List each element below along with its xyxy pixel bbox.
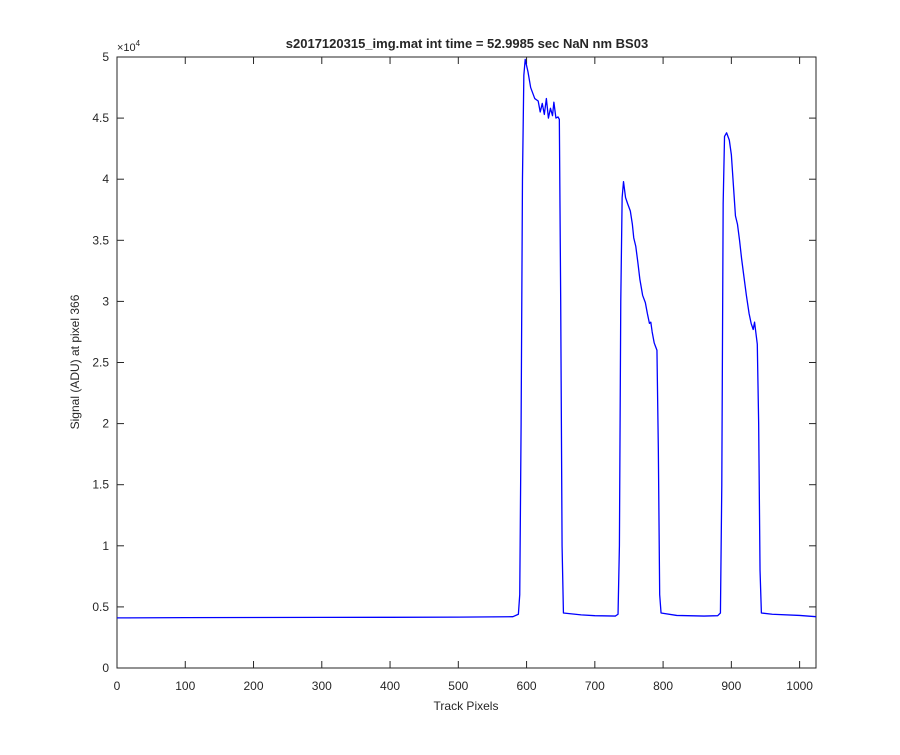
y-exponent-power: 4 — [136, 39, 141, 48]
axes: 0 100 200 300 400 500 600 700 800 900 1000 0 0.5 1 1.5… — [92, 50, 817, 693]
y-tick-label: 1.5 — [92, 478, 109, 492]
y-tick-label: 5 — [102, 50, 109, 64]
x-tick-label: 600 — [517, 679, 537, 693]
x-tick-label: 400 — [380, 679, 400, 693]
x-tick-label: 300 — [312, 679, 332, 693]
svg-text:×104: ×104 — [117, 39, 141, 54]
chart-title: s2017120315_img.mat int time = 52.9985 s… — [286, 36, 648, 51]
y-tick-label: 3.5 — [92, 233, 109, 247]
x-tick-label: 800 — [653, 679, 673, 693]
x-tick-label: 700 — [585, 679, 605, 693]
x-tick-label: 900 — [721, 679, 741, 693]
plot-box — [116, 56, 817, 669]
y-tick-label: 0.5 — [92, 600, 109, 614]
y-tick-label: 4 — [102, 172, 109, 186]
y-tick-label: 2 — [102, 417, 109, 431]
x-tick-label: 200 — [244, 679, 264, 693]
y-tick-label: 3 — [102, 294, 109, 308]
y-tick-label: 1 — [102, 539, 109, 553]
x-tick-label: 0 — [114, 679, 121, 693]
x-axis-label: Track Pixels — [434, 699, 499, 713]
y-axis-label: Signal (ADU) at pixel 366 — [68, 294, 82, 429]
x-tick-label: 100 — [175, 679, 195, 693]
x-tick-label: 1000 — [786, 679, 813, 693]
series-line — [116, 58, 817, 619]
y-exponent-base: ×10 — [117, 42, 136, 54]
y-tick-label: 4.5 — [92, 111, 109, 125]
y-tick-label: 0 — [102, 661, 109, 675]
x-tick-label: 500 — [448, 679, 468, 693]
y-axis-exponent-label: ×104 — [117, 39, 141, 54]
data-series-group — [116, 58, 817, 619]
y-tick-label: 2.5 — [92, 356, 109, 370]
